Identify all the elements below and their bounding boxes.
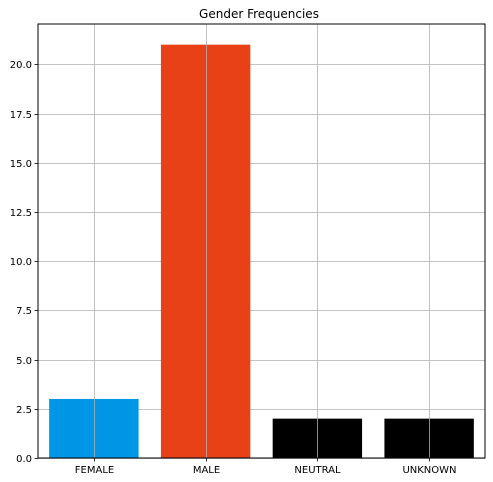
y-tick-label: 15.0 (10, 159, 32, 170)
y-tick-label: 2.5 (16, 405, 32, 416)
x-tick-label-female: FEMALE (75, 465, 114, 476)
y-tick-label: 20.0 (10, 60, 32, 71)
y-tick-label: 5.0 (16, 356, 32, 367)
x-axis-ticks: FEMALE MALE NEUTRAL UNKNOWN (75, 458, 457, 476)
y-tick-label: 0.0 (16, 454, 32, 465)
bar-male (160, 44, 251, 459)
y-tick-label: 12.5 (10, 208, 32, 219)
y-axis-ticks: 0.0 2.5 5.0 7.5 10.0 12.5 15.0 17.5 20.0 (10, 60, 38, 465)
plot-area (38, 24, 485, 458)
plot-frame (37, 23, 486, 459)
y-tick-label: 10.0 (10, 257, 32, 268)
y-tick-label: 17.5 (10, 110, 32, 121)
x-tick-label-unknown: UNKNOWN (402, 465, 456, 476)
bar-female (49, 398, 139, 458)
y-tick-label: 7.5 (16, 306, 32, 317)
x-tick-label-male: MALE (193, 465, 220, 476)
bars (49, 24, 474, 459)
chart-title: Gender Frequencies (199, 7, 319, 21)
x-tick-label-neutral: NEUTRAL (294, 465, 341, 476)
